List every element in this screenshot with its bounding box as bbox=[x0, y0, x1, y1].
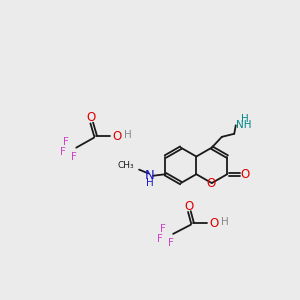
Text: O: O bbox=[86, 111, 96, 124]
Text: N: N bbox=[145, 169, 155, 182]
Text: O: O bbox=[240, 168, 250, 181]
Text: O: O bbox=[206, 177, 216, 190]
Text: H: H bbox=[124, 130, 131, 140]
Text: F: F bbox=[157, 233, 163, 244]
Text: H: H bbox=[241, 114, 249, 124]
Text: F: F bbox=[168, 238, 174, 248]
Text: NH: NH bbox=[236, 120, 251, 130]
Text: F: F bbox=[63, 137, 69, 147]
Text: H: H bbox=[146, 178, 154, 188]
Text: O: O bbox=[113, 130, 122, 142]
Text: F: F bbox=[160, 224, 166, 233]
Text: F: F bbox=[60, 147, 66, 157]
Text: O: O bbox=[184, 200, 193, 213]
Text: F: F bbox=[71, 152, 77, 162]
Text: CH₃: CH₃ bbox=[117, 161, 134, 170]
Text: H: H bbox=[221, 217, 229, 227]
Text: O: O bbox=[210, 217, 219, 230]
